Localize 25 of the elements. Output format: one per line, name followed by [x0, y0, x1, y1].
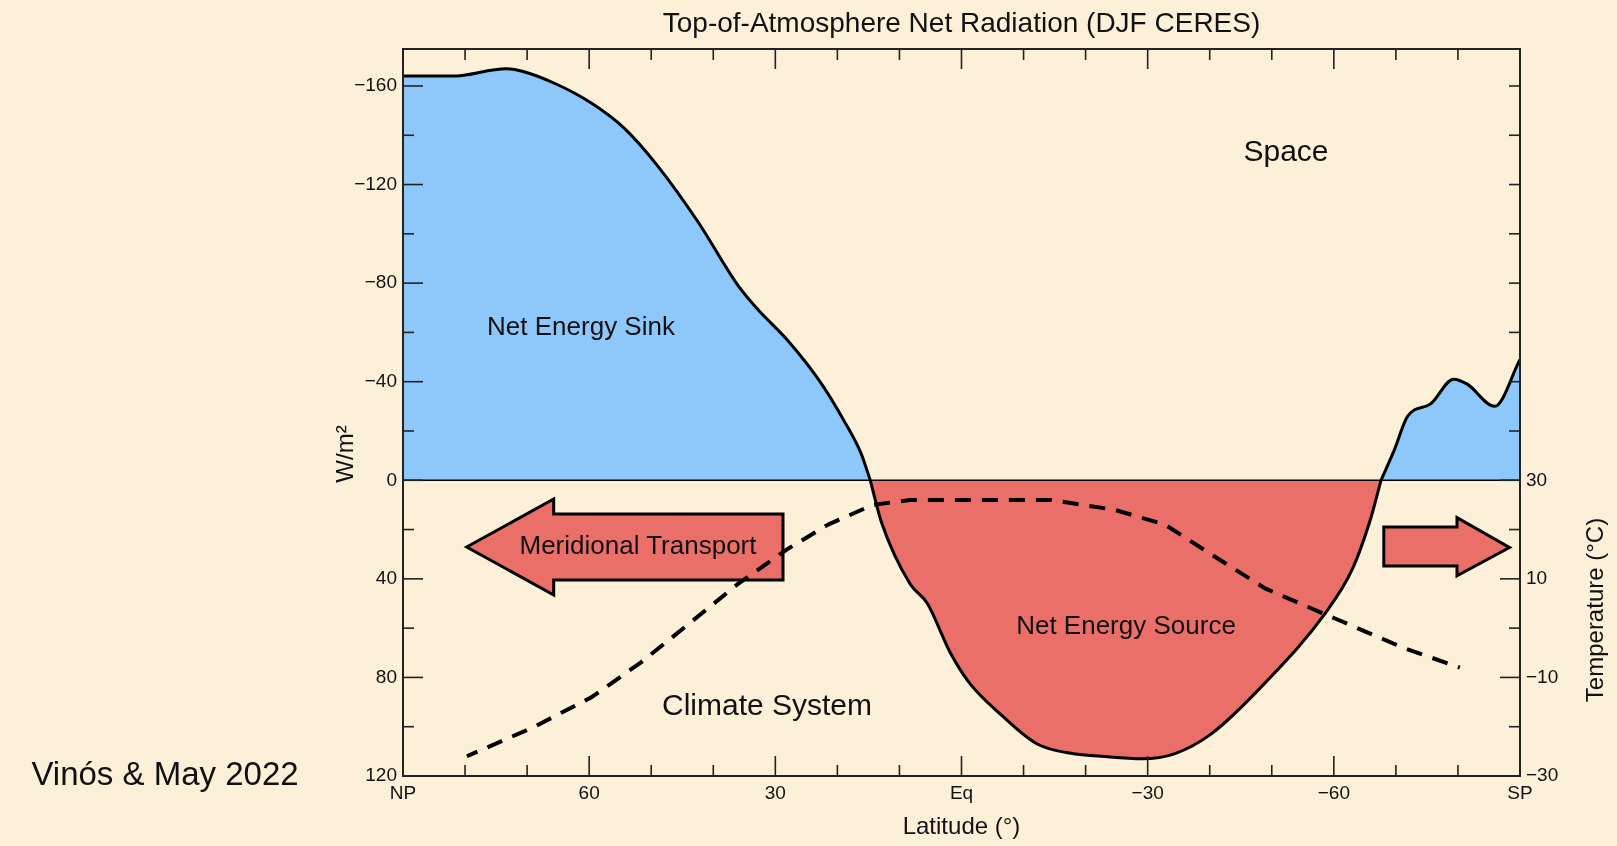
annotation: Meridional Transport: [519, 530, 758, 561]
annotation: Climate System: [661, 688, 873, 722]
y2-tick-label: 30: [1526, 468, 1548, 490]
y-tick-label: −40: [364, 369, 397, 391]
y-axis-title: W/m²: [330, 425, 358, 483]
y-tick-label: 40: [375, 567, 397, 589]
y2-tick-label: −10: [1526, 665, 1559, 687]
y-tick-label: −80: [364, 271, 397, 293]
y-tick-label: −120: [354, 172, 397, 194]
annotation: Net Energy Source: [1016, 610, 1236, 641]
x-tick-label: 30: [764, 781, 786, 803]
x-tick-label: 60: [578, 781, 600, 803]
y-tick-label: 80: [375, 665, 397, 687]
x-tick-label: −60: [1317, 781, 1350, 803]
x-axis-title: Latitude (°): [902, 812, 1021, 840]
y-tick-label: 0: [386, 468, 397, 490]
x-tick-label: Eq: [949, 781, 974, 803]
y2-tick-label: 10: [1526, 567, 1548, 589]
y-tick-label: −160: [354, 74, 397, 96]
annotation: Net Energy Sink: [487, 311, 676, 342]
x-tick-label: −30: [1131, 781, 1164, 803]
text: Vinós & May 2022: [31, 755, 299, 793]
chart-title: Top-of-Atmosphere Net Radiation (DJF CERES): [662, 6, 1261, 38]
y2-axis-title: Temperature (°C): [1580, 517, 1608, 703]
annotation: Space: [1243, 134, 1329, 168]
